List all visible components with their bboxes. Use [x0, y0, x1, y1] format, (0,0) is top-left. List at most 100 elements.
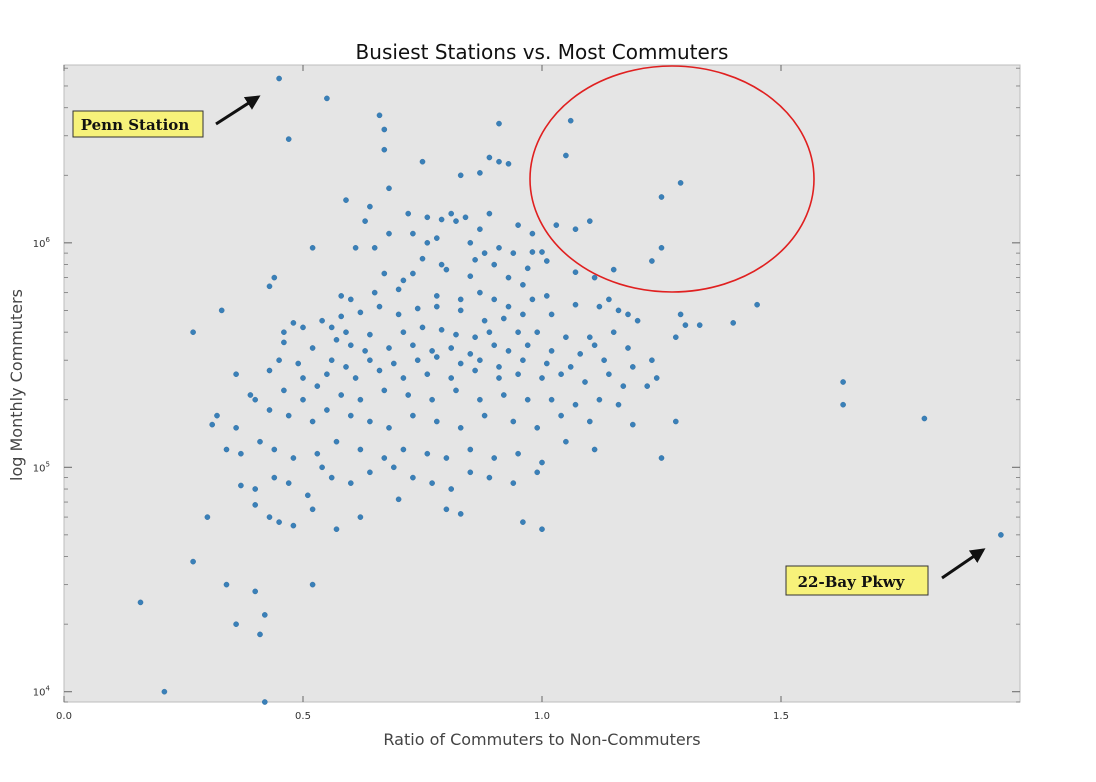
- data-point: [319, 464, 325, 471]
- data-point: [414, 357, 421, 364]
- data-point: [309, 581, 316, 588]
- data-point: [443, 266, 450, 273]
- data-point: [252, 486, 258, 492]
- data-point: [582, 379, 588, 385]
- data-point: [496, 375, 502, 381]
- data-point: [414, 305, 421, 312]
- data-point: [644, 383, 651, 389]
- data-point: [558, 412, 564, 419]
- data-point: [510, 250, 517, 256]
- data-point: [438, 216, 445, 223]
- data-point: [630, 364, 636, 370]
- data-point: [376, 303, 383, 310]
- data-point: [472, 256, 478, 263]
- data-point: [587, 418, 593, 425]
- data-point: [281, 387, 287, 394]
- data-point: [276, 75, 282, 82]
- data-point: [271, 274, 278, 281]
- data-point: [534, 469, 541, 476]
- data-point: [309, 506, 316, 513]
- data-point: [252, 396, 258, 403]
- data-point: [587, 218, 593, 224]
- data-point: [448, 486, 455, 492]
- data-point: [218, 307, 225, 314]
- data-point: [371, 289, 378, 296]
- data-point: [261, 699, 268, 705]
- data-point: [347, 480, 354, 486]
- data-point: [419, 158, 426, 165]
- data-point: [276, 519, 282, 525]
- bay-arrow-icon: [941, 548, 986, 580]
- data-point: [400, 277, 407, 284]
- data-point: [400, 446, 407, 453]
- data-point: [496, 158, 502, 165]
- data-point: [553, 222, 560, 228]
- data-point: [314, 450, 321, 457]
- highlight-circle: [529, 65, 815, 293]
- data-point: [673, 334, 679, 341]
- data-point: [563, 438, 569, 445]
- data-point: [625, 311, 631, 318]
- data-point: [486, 154, 493, 161]
- data-point: [419, 255, 426, 262]
- data-point: [505, 160, 512, 167]
- data-point: [271, 474, 278, 481]
- data-point: [500, 315, 507, 322]
- data-point: [371, 244, 378, 251]
- data-point: [381, 146, 388, 153]
- data-point: [457, 511, 464, 517]
- data-point: [252, 502, 258, 508]
- data-point: [658, 244, 665, 251]
- data-point: [615, 401, 622, 408]
- data-point: [333, 438, 340, 445]
- data-point: [496, 364, 502, 370]
- data-point: [233, 621, 239, 628]
- data-point: [481, 412, 488, 419]
- data-point: [266, 407, 273, 413]
- data-point: [309, 244, 316, 251]
- data-point: [448, 345, 455, 351]
- data-point: [343, 329, 349, 336]
- data-point: [309, 418, 316, 425]
- data-point: [677, 180, 684, 186]
- data-point: [381, 387, 388, 394]
- data-point: [347, 342, 354, 349]
- y-tick-label: 105: [33, 460, 50, 474]
- data-point: [520, 281, 526, 288]
- plot-area: [63, 64, 1021, 703]
- data-point: [233, 424, 239, 431]
- data-point: [539, 375, 545, 381]
- data-point: [529, 249, 536, 255]
- data-point: [457, 360, 464, 367]
- data-point: [376, 367, 383, 374]
- data-point: [606, 371, 612, 378]
- data-point: [433, 235, 440, 241]
- data-point: [347, 296, 354, 303]
- data-point: [682, 322, 689, 328]
- data-point: [247, 392, 254, 398]
- data-point: [457, 424, 464, 431]
- data-point: [529, 296, 536, 303]
- data-point: [343, 197, 349, 203]
- data-point: [300, 375, 306, 381]
- data-point: [653, 375, 660, 381]
- data-point: [544, 293, 550, 299]
- data-point: [606, 296, 612, 303]
- data-point: [137, 599, 144, 606]
- x-axis-label: Ratio of Commuters to Non-Commuters: [383, 730, 700, 749]
- data-point: [357, 309, 364, 316]
- data-point: [400, 375, 407, 381]
- data-point: [505, 348, 512, 354]
- data-point: [443, 455, 450, 461]
- data-point: [496, 244, 502, 251]
- data-points: [137, 75, 1004, 705]
- data-point: [390, 464, 397, 471]
- data-point: [285, 412, 292, 419]
- data-point: [309, 345, 316, 351]
- data-point: [410, 412, 416, 419]
- penn-arrow-icon: [215, 95, 261, 126]
- data-point: [572, 226, 579, 232]
- data-point: [381, 455, 388, 461]
- penn-label-box: [72, 110, 204, 138]
- data-point: [448, 210, 455, 217]
